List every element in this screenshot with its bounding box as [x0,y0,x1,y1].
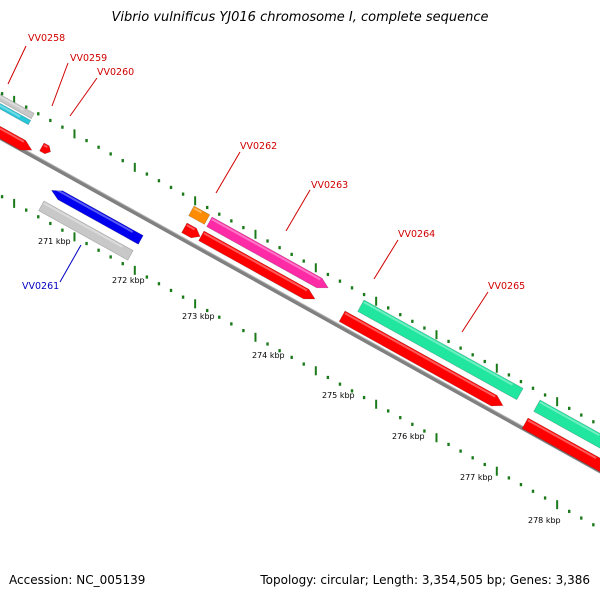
gene-label-text: VV0263 [311,180,348,191]
backbone-highlight [0,135,600,470]
gene-feature-vv0259[interactable] [0,123,34,155]
feature-shine [0,92,25,111]
backbone-line [0,135,600,474]
gene-label-vv0260[interactable]: VV0260 [69,67,134,117]
feature-body [198,230,316,300]
map-title: Vibrio vulnificus YJ016 chromosome I, co… [111,10,489,25]
gene-label-text: VV0260 [97,67,134,78]
label-leader-line [373,239,399,280]
feature-shine [43,144,48,149]
label-leader-line [461,291,489,333]
gene-feature-vv0265[interactable] [357,299,524,401]
tick-label: 275 kbp [322,391,355,400]
gene-feature-vv0261-silver[interactable] [38,200,134,261]
gene-label-text: VV0265 [488,281,525,292]
gene-label-vv0258[interactable]: VV0258 [7,33,65,85]
backbone [0,135,600,474]
gene-label-text: VV0261 [22,281,59,292]
gene-labels: VV0258 VV0259 VV0260 VV0261 VV0262 VV026… [7,33,525,333]
minor-tick-dots [0,92,595,527]
gene-features [0,90,600,473]
gene-feature-vv0264[interactable] [198,230,318,304]
feature-shine [43,202,124,248]
gene-feature-vv0264-b[interactable] [338,310,506,411]
gene-label-text: VV0258 [28,33,65,44]
gene-label-text: VV0262 [240,141,277,152]
tick-label: 274 kbp [252,351,285,360]
feature-shine [203,232,308,292]
label-leader-line [69,77,98,117]
feature-body [0,90,35,119]
gene-feature-vv0258[interactable] [0,99,32,126]
feature-body [533,399,600,451]
gene-feature-vv0263[interactable] [206,216,331,293]
feature-body [521,417,600,473]
feature-body [206,216,329,289]
gene-label-vv0263[interactable]: VV0263 [285,180,348,232]
feature-shine [186,224,196,231]
feature-shine [539,401,600,437]
label-leader-line [7,45,27,85]
gene-label-vv0261[interactable]: VV0261 [22,244,82,292]
accession-text: Accession: NC_005139 [9,573,146,587]
gene-label-text: VV0264 [398,229,435,240]
tick-label: 273 kbp [182,312,215,321]
feature-body [181,222,201,239]
gene-feature-tail[interactable] [521,417,600,473]
gene-feature-vv0262[interactable] [181,222,203,241]
feature-body [50,190,144,245]
tick-label: 271 kbp [38,237,71,246]
feature-body [0,123,33,151]
tick-label: 276 kbp [392,432,425,441]
gene-label-vv0259[interactable]: VV0259 [51,53,107,107]
feature-shine [344,312,496,398]
label-leader-line [285,189,311,232]
feature-body [0,99,32,126]
feature-body [357,299,524,401]
feature-body [38,200,134,261]
tick-label: 278 kbp [528,516,561,525]
gene-feature-vv0262-orange[interactable] [188,205,211,225]
label-leader-line [215,151,241,194]
feature-shine [193,207,203,214]
feature-shine [211,218,321,281]
feature-shine [363,301,513,386]
gene-label-text: VV0259 [70,53,107,64]
feature-body [188,205,211,225]
gene-feature-vv0265-tail[interactable] [533,399,600,451]
gene-label-vv0265[interactable]: VV0265 [461,281,525,333]
gene-feature-vv0258-outer[interactable] [0,90,35,119]
sequence-info-text: Topology: circular; Length: 3,354,505 bp… [260,573,590,587]
tick-label: 272 kbp [112,276,145,285]
gene-feature-vv0260[interactable] [39,142,53,156]
tick-labels: 271 kbp 272 kbp 273 kbp 274 kbp 275 kbp 276 k… [38,237,561,525]
feature-body [338,310,504,407]
label-leader-line [59,244,82,283]
feature-body [39,142,51,155]
gene-feature-vv0261[interactable] [49,186,144,245]
gene-label-vv0264[interactable]: VV0264 [373,229,435,280]
gene-label-vv0262[interactable]: VV0262 [215,141,277,194]
tick-label: 277 kbp [460,473,493,482]
label-leader-line [51,62,69,107]
feature-shine [527,419,597,459]
feature-shine [0,125,25,143]
feature-shine [53,187,134,233]
feature-shine [0,101,21,118]
